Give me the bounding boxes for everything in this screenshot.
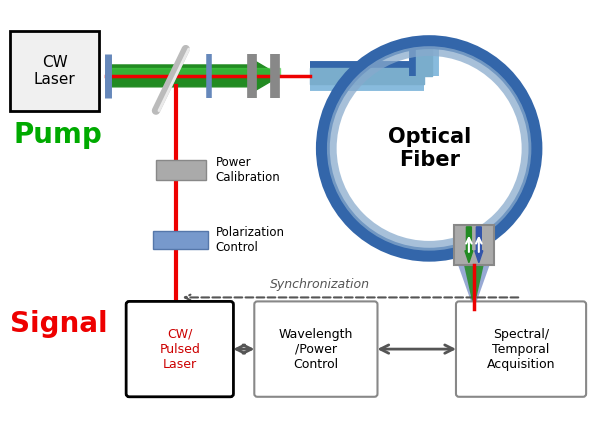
FancyBboxPatch shape bbox=[454, 225, 494, 265]
FancyBboxPatch shape bbox=[156, 160, 206, 180]
Polygon shape bbox=[458, 265, 490, 310]
Text: Optical
Fiber: Optical Fiber bbox=[388, 127, 471, 170]
Text: Signal: Signal bbox=[10, 310, 107, 338]
Polygon shape bbox=[464, 265, 484, 310]
Text: Spectral/
Temporal
Acquisition: Spectral/ Temporal Acquisition bbox=[487, 328, 555, 371]
FancyArrow shape bbox=[475, 227, 483, 262]
Text: Wavelength
/Power
Control: Wavelength /Power Control bbox=[279, 328, 353, 371]
FancyBboxPatch shape bbox=[126, 301, 233, 397]
FancyBboxPatch shape bbox=[10, 31, 100, 111]
Text: Synchronization: Synchronization bbox=[270, 279, 370, 291]
Text: Polarization
Control: Polarization Control bbox=[215, 226, 284, 254]
FancyBboxPatch shape bbox=[254, 301, 377, 397]
Text: CW/
Pulsed
Laser: CW/ Pulsed Laser bbox=[160, 328, 200, 371]
FancyArrow shape bbox=[106, 59, 280, 93]
Circle shape bbox=[338, 57, 521, 240]
FancyArrow shape bbox=[106, 68, 280, 76]
Text: CW
Laser: CW Laser bbox=[34, 55, 76, 87]
FancyBboxPatch shape bbox=[456, 301, 586, 397]
FancyBboxPatch shape bbox=[153, 231, 208, 249]
Text: Power
Calibration: Power Calibration bbox=[215, 156, 280, 184]
Text: Pump: Pump bbox=[14, 120, 103, 148]
FancyArrow shape bbox=[465, 227, 473, 262]
